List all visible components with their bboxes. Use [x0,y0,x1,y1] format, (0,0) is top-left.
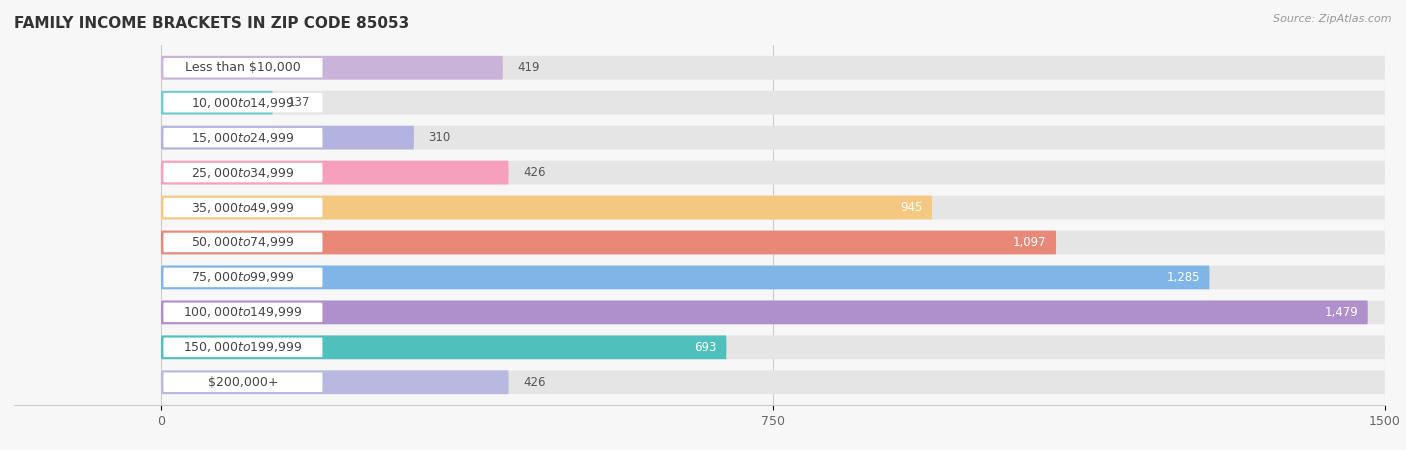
Text: $25,000 to $34,999: $25,000 to $34,999 [191,166,295,180]
FancyBboxPatch shape [160,335,727,359]
Text: $50,000 to $74,999: $50,000 to $74,999 [191,235,295,249]
FancyBboxPatch shape [163,303,322,322]
FancyBboxPatch shape [160,126,413,149]
Text: FAMILY INCOME BRACKETS IN ZIP CODE 85053: FAMILY INCOME BRACKETS IN ZIP CODE 85053 [14,16,409,32]
FancyBboxPatch shape [160,91,1385,115]
FancyBboxPatch shape [160,161,1385,184]
Text: 310: 310 [429,131,451,144]
FancyBboxPatch shape [160,266,1209,289]
Text: 693: 693 [695,341,717,354]
Text: $100,000 to $149,999: $100,000 to $149,999 [183,306,302,320]
Text: Less than $10,000: Less than $10,000 [186,61,301,74]
FancyBboxPatch shape [160,196,932,220]
FancyBboxPatch shape [163,93,322,112]
Text: 419: 419 [517,61,540,74]
FancyBboxPatch shape [163,233,322,252]
FancyBboxPatch shape [160,230,1385,254]
FancyBboxPatch shape [160,56,503,80]
FancyBboxPatch shape [163,163,322,182]
FancyBboxPatch shape [160,266,1385,289]
Text: $15,000 to $24,999: $15,000 to $24,999 [191,130,295,144]
FancyBboxPatch shape [163,58,322,77]
FancyBboxPatch shape [160,370,1385,394]
Text: $75,000 to $99,999: $75,000 to $99,999 [191,270,295,284]
FancyBboxPatch shape [160,370,509,394]
Text: $10,000 to $14,999: $10,000 to $14,999 [191,96,295,110]
Text: 1,285: 1,285 [1166,271,1199,284]
FancyBboxPatch shape [160,161,509,184]
FancyBboxPatch shape [160,230,1056,254]
Text: Source: ZipAtlas.com: Source: ZipAtlas.com [1274,14,1392,23]
Text: $200,000+: $200,000+ [208,376,278,389]
FancyBboxPatch shape [160,301,1385,324]
FancyBboxPatch shape [163,268,322,287]
Text: $35,000 to $49,999: $35,000 to $49,999 [191,201,295,215]
FancyBboxPatch shape [160,196,1385,220]
FancyBboxPatch shape [160,56,1385,80]
Text: 137: 137 [287,96,309,109]
FancyBboxPatch shape [160,335,1385,359]
FancyBboxPatch shape [163,373,322,392]
FancyBboxPatch shape [163,198,322,217]
FancyBboxPatch shape [163,128,322,147]
Text: 426: 426 [523,166,546,179]
FancyBboxPatch shape [160,91,273,115]
Text: $150,000 to $199,999: $150,000 to $199,999 [183,340,302,354]
Text: 945: 945 [900,201,922,214]
FancyBboxPatch shape [160,126,1385,149]
FancyBboxPatch shape [163,338,322,357]
Text: 426: 426 [523,376,546,389]
FancyBboxPatch shape [160,301,1368,324]
Text: 1,097: 1,097 [1012,236,1046,249]
Text: 1,479: 1,479 [1324,306,1358,319]
